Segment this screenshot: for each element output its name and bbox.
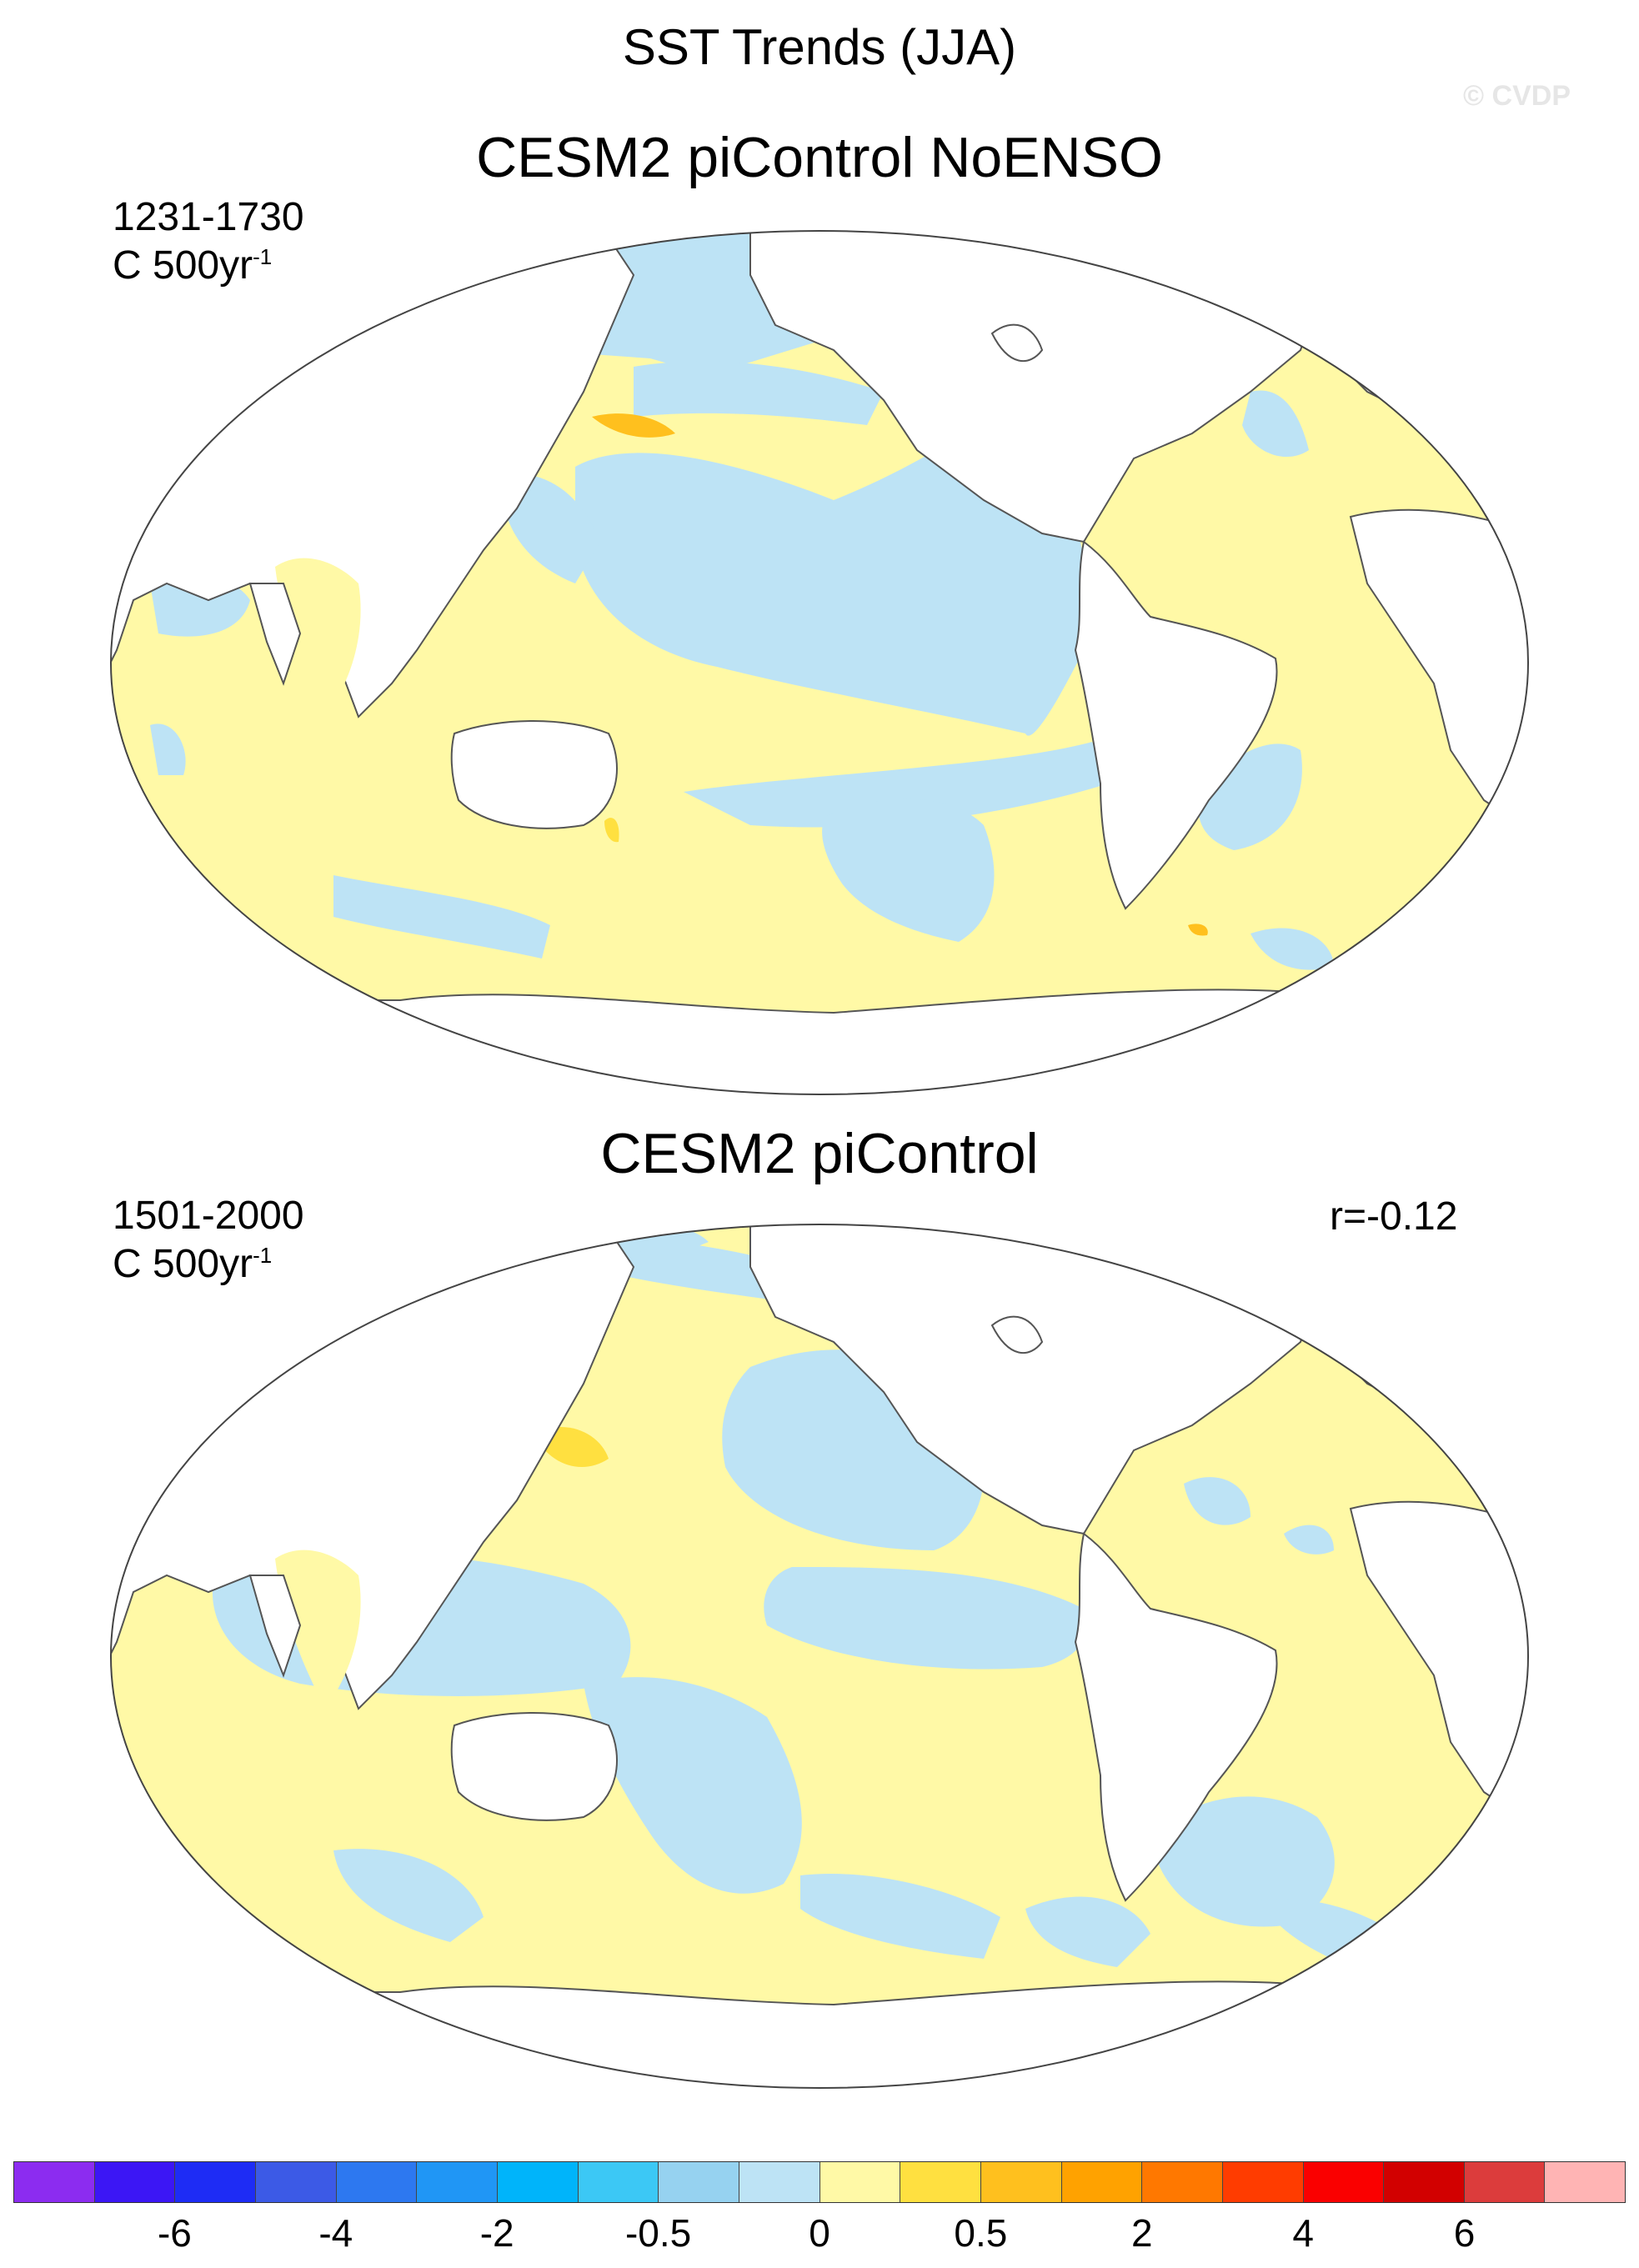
colorbar-box-1 (94, 2162, 176, 2202)
colorbar-tick-label: -4 (318, 2211, 353, 2255)
colorbar-box-19 (1545, 2162, 1626, 2202)
map-panel-1 (110, 230, 1529, 1095)
colorbar-box-11 (900, 2162, 981, 2202)
colorbar-box-9 (739, 2162, 820, 2202)
colorbar-box-17 (1384, 2162, 1465, 2202)
panel-2-title: CESM2 piControl (600, 1122, 1039, 1185)
colorbar-tick-label: -0.5 (624, 2211, 692, 2255)
colorbar-tick-label: 0 (809, 2211, 830, 2255)
panel-2-correlation: r=-0.12 (1330, 1194, 1458, 1239)
colorbar-box-13 (1061, 2162, 1143, 2202)
colorbar-box-8 (659, 2162, 739, 2202)
colorbar-box-15 (1222, 2162, 1304, 2202)
colorbar-box-10 (820, 2162, 901, 2202)
colorbar-tick-label: -2 (479, 2211, 514, 2255)
colorbar-labels: -6 -4 -2 -0.5 0 0.5 2 4 6 (0, 2210, 1639, 2260)
colorbar-box-18 (1464, 2162, 1546, 2202)
figure-title: SST Trends (JJA) (622, 19, 1017, 75)
colorbar-box-5 (417, 2162, 498, 2202)
colorbar-box-2 (175, 2162, 256, 2202)
colorbar (13, 2161, 1626, 2203)
colorbar-box-14 (1142, 2162, 1223, 2202)
copyright-watermark: © CVDP (1463, 80, 1571, 112)
colorbar-box-12 (980, 2162, 1062, 2202)
panel-1-units: C 500yr-1 (113, 243, 273, 288)
panel-2-period-units: 1501-2000 C 500yr-1 (113, 1192, 304, 1289)
panel-2-units: C 500yr-1 (113, 1242, 273, 1286)
colorbar-box-7 (578, 2162, 659, 2202)
colorbar-tick-label: 6 (1453, 2211, 1476, 2255)
colorbar-box-16 (1303, 2162, 1385, 2202)
panel-2-years: 1501-2000 (113, 1194, 304, 1238)
colorbar-box-3 (255, 2162, 337, 2202)
panel-1-period-units: 1231-1730 C 500yr-1 (113, 193, 304, 290)
colorbar-tick-label: 0.5 (954, 2211, 1008, 2255)
colorbar-tick-label: -6 (157, 2211, 192, 2255)
colorbar-box-4 (336, 2162, 418, 2202)
panel-1-title: CESM2 piControl NoENSO (476, 126, 1163, 189)
colorbar-tick-label: 4 (1292, 2211, 1314, 2255)
map-panel-2 (110, 1224, 1529, 2089)
panel-1-years: 1231-1730 (113, 195, 304, 239)
colorbar-box-6 (497, 2162, 579, 2202)
colorbar-box-0 (14, 2162, 95, 2202)
colorbar-tick-label: 2 (1131, 2211, 1153, 2255)
